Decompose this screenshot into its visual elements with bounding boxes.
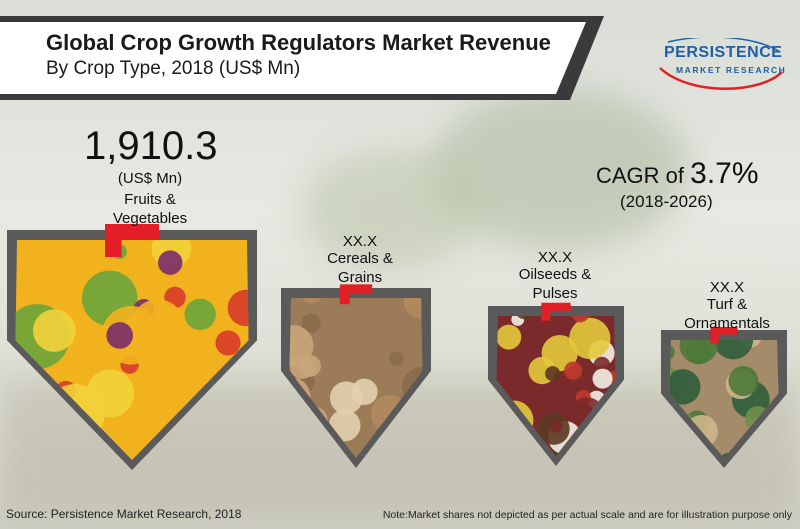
persistence-logo: PERSISTENCE MARKET RESEARCH bbox=[650, 38, 790, 94]
chart-subtitle: By Crop Type, 2018 (US$ Mn) bbox=[46, 58, 301, 79]
crop-pentagon-turf bbox=[661, 326, 787, 468]
marker-flag-icon bbox=[105, 224, 159, 257]
category-label-oilseeds: Oilseeds & Pulses bbox=[500, 265, 610, 303]
category-label-line: Ornamentals bbox=[684, 315, 770, 332]
crop-photo-cereals bbox=[289, 298, 423, 458]
crop-pentagon-cereals bbox=[281, 284, 431, 468]
chart-title: Global Crop Growth Regulators Market Rev… bbox=[46, 30, 551, 55]
marker-flag-icon bbox=[339, 284, 373, 305]
cagr-value: 3.7% bbox=[690, 157, 759, 190]
title-banner bbox=[0, 16, 604, 100]
category-label-line: Turf & bbox=[706, 296, 748, 313]
title-banner-face bbox=[0, 22, 586, 94]
category-label-line: Cereals & bbox=[327, 250, 393, 267]
value-label-turf: XX.X bbox=[709, 279, 745, 296]
value-label-oilseeds: XX.X bbox=[537, 249, 573, 266]
background-foliage bbox=[300, 150, 480, 270]
category-label-line: Oilseeds & bbox=[518, 266, 592, 283]
cagr-period: (2018-2026) bbox=[620, 192, 713, 211]
category-label-line: Pulses bbox=[532, 285, 578, 302]
crop-pentagon-oilseeds bbox=[488, 302, 624, 466]
value-label-cereals: XX.X bbox=[342, 233, 378, 250]
category-label-line: Vegetables bbox=[112, 210, 188, 227]
category-label-line: Fruits & bbox=[124, 191, 176, 208]
source-note: Source: Persistence Market Research, 201… bbox=[6, 507, 242, 521]
category-label-fruits: Fruits & Vegetables bbox=[70, 190, 230, 228]
unit-label: (US$ Mn) bbox=[117, 170, 183, 187]
logo-tagline: MARKET RESEARCH bbox=[676, 65, 787, 75]
logo-wordmark: PERSISTENCE bbox=[664, 44, 783, 61]
category-label-line: Grains bbox=[337, 269, 383, 286]
cagr-label: CAGR of 3.7% bbox=[596, 157, 759, 191]
crop-pentagon-fruits bbox=[7, 224, 257, 470]
category-label-cereals: Cereals & Grains bbox=[300, 249, 420, 287]
value-label-fruits: 1,910.3 bbox=[84, 124, 218, 168]
category-label-turf: Turf & Ornamentals bbox=[672, 295, 782, 333]
logo-swoosh-icon bbox=[659, 38, 783, 90]
marker-flag-icon bbox=[710, 326, 738, 344]
cagr-prefix: CAGR of bbox=[596, 163, 685, 188]
disclaimer-note: Note:Market shares not depicted as per a… bbox=[382, 509, 792, 521]
marker-flag-icon bbox=[541, 302, 571, 321]
